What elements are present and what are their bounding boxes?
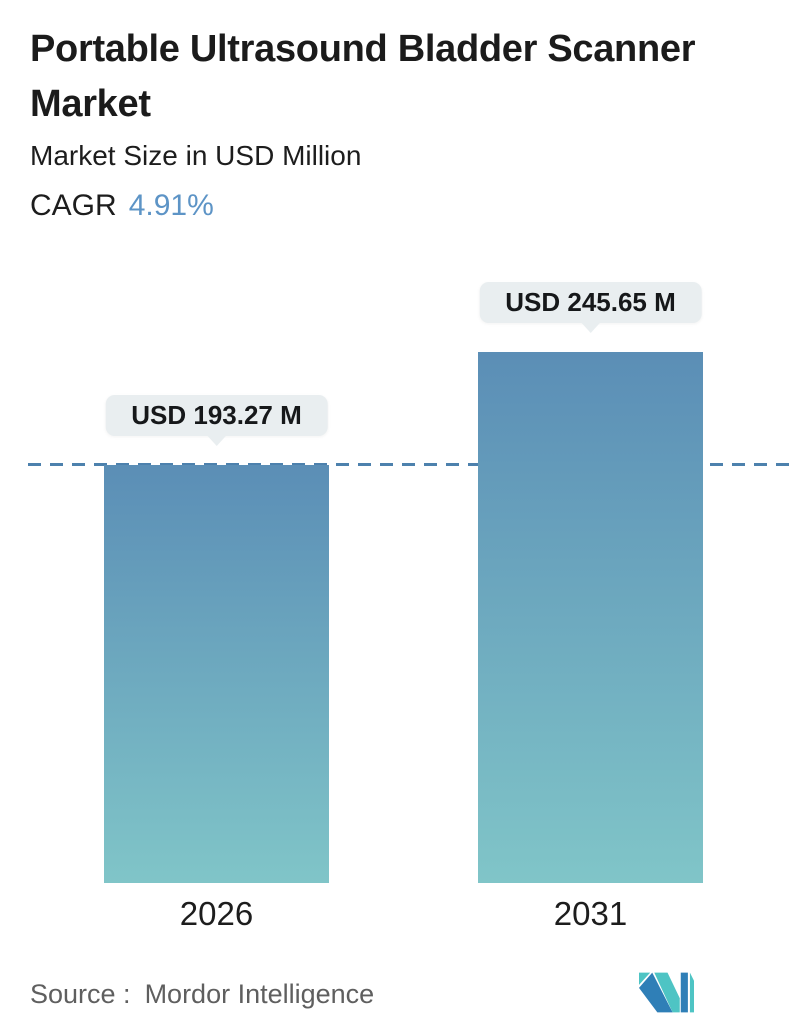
bar-group-2031: USD 245.65 M 2031	[478, 183, 703, 932]
cagr-label: CAGR	[30, 189, 117, 222]
value-bubble-2031: USD 245.65 M	[479, 282, 702, 333]
value-bubble-2026: USD 193.27 M	[105, 395, 328, 446]
bubble-tail-icon	[206, 435, 227, 446]
bar-group-2026: USD 193.27 M 2026	[104, 183, 329, 932]
x-axis-label-2031: 2031	[553, 895, 628, 932]
cagr-value: 4.91%	[128, 189, 214, 222]
value-label-2026: USD 193.27 M	[105, 395, 328, 436]
title-line-1: Portable Ultrasound Bladder Scanner	[30, 28, 696, 70]
title-line-2: Market	[30, 83, 151, 125]
mordor-intelligence-logo	[639, 972, 694, 1013]
bar-2031	[478, 352, 703, 883]
value-label-2031: USD 245.65 M	[479, 282, 702, 323]
reference-dashed-line	[28, 463, 790, 466]
source-label: Source :	[30, 979, 131, 1009]
source-attribution: Source : Mordor Intelligence	[30, 979, 374, 1010]
subtitle: Market Size in USD Million	[30, 140, 362, 171]
source-name: Mordor Intelligence	[144, 979, 375, 1009]
page-title: Portable Ultrasound Bladder Scanner Mark…	[30, 22, 770, 132]
bubble-tail-icon	[580, 322, 601, 333]
x-axis-label-2026: 2026	[179, 895, 254, 932]
bar-2026	[104, 465, 329, 883]
cagr-line: CAGR 4.91%	[30, 189, 214, 223]
